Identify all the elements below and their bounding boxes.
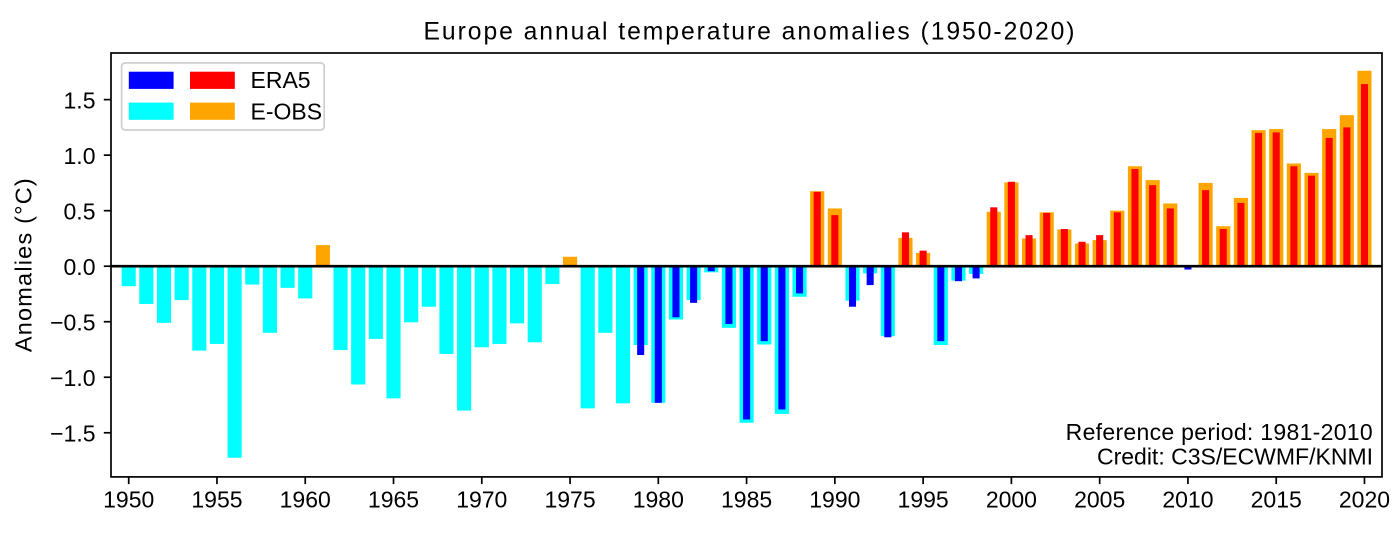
svg-text:2005: 2005 [1074, 487, 1125, 513]
svg-text:1955: 1955 [191, 487, 242, 513]
svg-text:2020: 2020 [1339, 487, 1390, 513]
svg-text:2015: 2015 [1251, 487, 1302, 513]
svg-text:Reference period: 1981-2010: Reference period: 1981-2010 [1066, 419, 1373, 445]
svg-text:1.0: 1.0 [64, 143, 96, 169]
svg-text:1985: 1985 [721, 487, 772, 513]
svg-text:E-OBS: E-OBS [251, 98, 323, 124]
svg-text:Anomalies (°C): Anomalies (°C) [11, 177, 37, 352]
svg-text:Europe annual temperature anom: Europe annual temperature anomalies (195… [424, 18, 1077, 45]
svg-text:1980: 1980 [633, 487, 684, 513]
svg-text:2000: 2000 [986, 487, 1037, 513]
svg-text:−0.5: −0.5 [50, 310, 95, 336]
svg-text:2010: 2010 [1162, 487, 1213, 513]
svg-text:1970: 1970 [456, 487, 507, 513]
svg-text:1965: 1965 [368, 487, 419, 513]
svg-text:0.5: 0.5 [64, 198, 96, 224]
svg-text:−1.0: −1.0 [50, 365, 95, 391]
svg-text:1950: 1950 [103, 487, 154, 513]
svg-text:ERA5: ERA5 [251, 67, 311, 93]
svg-text:1.5: 1.5 [64, 87, 96, 113]
svg-text:Credit: C3S/ECWMF/KNMI: Credit: C3S/ECWMF/KNMI [1097, 443, 1373, 469]
svg-text:−1.5: −1.5 [50, 421, 95, 447]
svg-text:1975: 1975 [544, 487, 595, 513]
svg-text:1995: 1995 [898, 487, 949, 513]
svg-text:0.0: 0.0 [64, 254, 96, 280]
svg-text:1990: 1990 [809, 487, 860, 513]
svg-text:1960: 1960 [280, 487, 331, 513]
